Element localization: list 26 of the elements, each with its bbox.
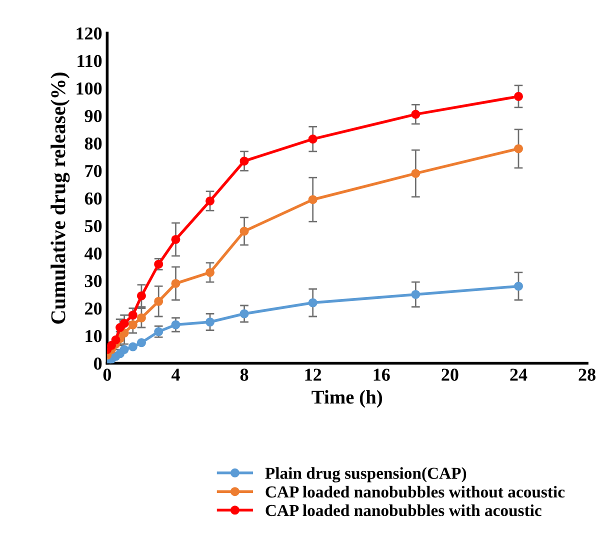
y-tick-label: 120	[76, 27, 102, 40]
legend-label: CAP loaded nanobubbles without acoustic	[266, 486, 565, 498]
x-tick-label: 20	[442, 368, 458, 381]
x-tick-label: 28	[578, 368, 596, 381]
y-tick-label: 30	[84, 275, 102, 288]
legend-label: CAP loaded nanobubbles with acoustic	[266, 504, 542, 516]
y-tick-label: 80	[84, 137, 102, 150]
y-tick-label: 20	[85, 302, 102, 315]
x-tick-label: 24	[510, 368, 528, 381]
y-tick-label: 60	[84, 192, 102, 205]
y-tick-label: 90	[84, 110, 102, 122]
y-tick-label: 70	[85, 164, 102, 178]
x-tick-label: 12	[305, 368, 322, 381]
x-tick-label: 16	[374, 368, 390, 381]
y-tick-label: 10	[86, 330, 102, 342]
y-tick-label: 100	[76, 82, 102, 95]
x-axis-title: Time (h)	[312, 390, 382, 408]
y-tick-label: 0	[94, 358, 102, 370]
x-tick-label: 4	[171, 368, 180, 381]
y-tick-label: 110	[78, 54, 102, 68]
legend-label: Plain drug suspension(CAP)	[265, 467, 466, 482]
x-tick-label: 8	[240, 368, 248, 381]
x-tick-label: 0	[103, 368, 112, 381]
y-axis-title: Cumulative drug release(%)	[50, 72, 70, 324]
y-tick-label: 40	[84, 247, 102, 260]
y-tick-label: 50	[84, 220, 102, 232]
